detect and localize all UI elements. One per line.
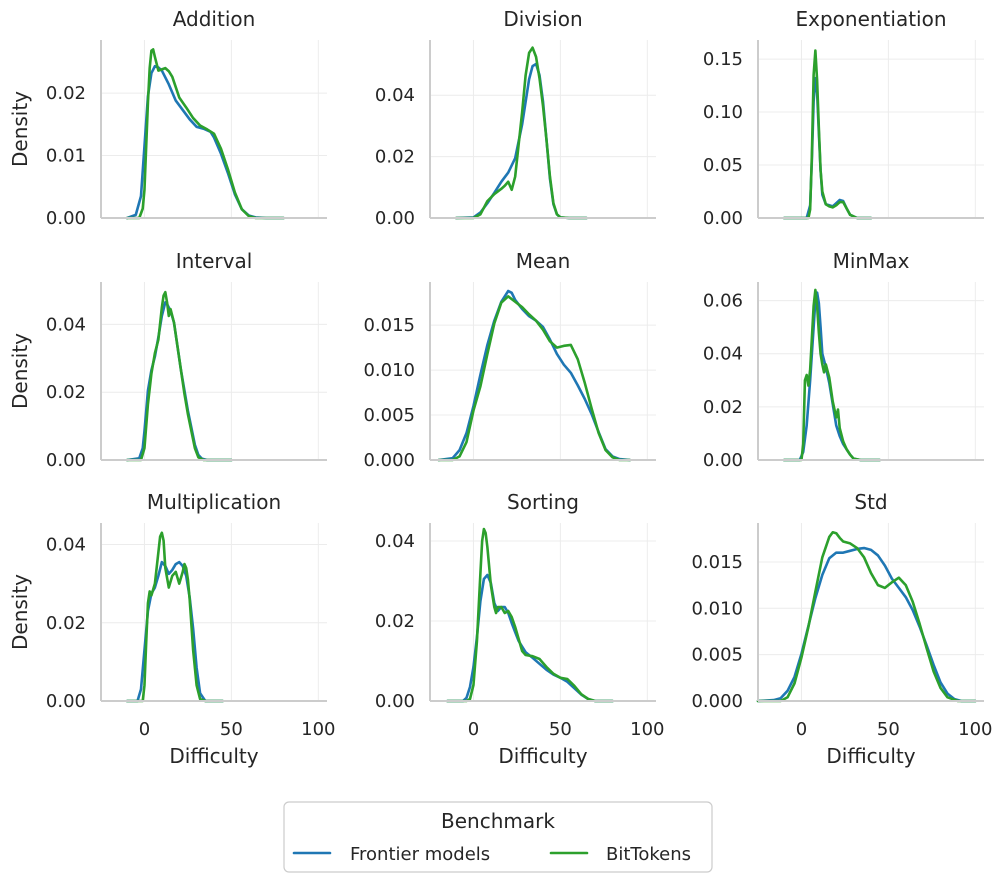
y-tick-label: 0.04 — [375, 531, 415, 552]
y-tick-label: 0.00 — [703, 450, 743, 471]
y-tick-label: 0.00 — [703, 208, 743, 229]
y-axis-label: Density — [8, 91, 32, 167]
panel-interval: Interval 0.00 0.02 0.04 Density — [8, 249, 327, 471]
series-bittokens — [437, 295, 632, 462]
panel-title: MinMax — [833, 249, 910, 273]
x-tick-label: 50 — [220, 719, 243, 740]
y-tick-label: 0.06 — [703, 291, 743, 312]
legend: Benchmark Frontier models BitTokens — [283, 801, 713, 873]
y-tick-label: 0.15 — [703, 49, 743, 70]
panel-grid: Addition0.000.010.02DensityDivision0.000… — [8, 7, 992, 768]
y-tick-label: 0.00 — [375, 691, 415, 712]
x-tick-label: 100 — [301, 719, 335, 740]
legend-label-frontier-models: Frontier models — [350, 844, 490, 865]
panel-addition: Addition 0.00 0.01 0.02 Density — [8, 7, 327, 229]
x-tick-label: 0 — [468, 719, 479, 740]
y-tick-label: 0.015 — [691, 552, 743, 573]
panel-title: Interval — [176, 249, 253, 273]
panel-title: Sorting — [507, 490, 579, 514]
x-axis-label: Difficulty — [498, 744, 587, 768]
panel-title: Addition — [173, 7, 256, 31]
series-bittokens — [454, 46, 588, 220]
legend-frame — [283, 801, 713, 873]
legend-label-bittokens: BitTokens — [606, 844, 691, 865]
y-tick-label: 0.02 — [46, 382, 86, 403]
series-bittokens — [125, 531, 224, 703]
series-bittokens — [125, 290, 233, 462]
y-axis-label: Density — [8, 574, 32, 650]
x-tick-label: 50 — [877, 719, 900, 740]
panel-minmax: MinMax 0.00 0.02 0.04 0.06 — [703, 249, 984, 471]
y-tick-label: 0.005 — [363, 405, 415, 426]
panel-division: Division 0.00 0.02 0.04 — [375, 7, 656, 229]
panel-std: Std 0.000 0.005 0.010 0.015 0 50 100 Difficulty — [691, 490, 992, 768]
x-tick-label: 100 — [630, 719, 664, 740]
y-axis-label: Density — [8, 333, 32, 409]
y-tick-label: 0.04 — [46, 314, 86, 335]
y-tick-label: 0.04 — [703, 344, 743, 365]
x-tick-label: 0 — [139, 719, 150, 740]
legend-title: Benchmark — [441, 809, 555, 833]
y-tick-label: 0.000 — [363, 450, 415, 471]
x-tick-label: 50 — [549, 719, 572, 740]
y-tick-label: 0.05 — [703, 155, 743, 176]
y-tick-label: 0.00 — [46, 208, 86, 229]
y-tick-label: 0.04 — [46, 535, 86, 556]
panel-title: Std — [854, 490, 887, 514]
panel-exponentiation: Exponentiation 0.00 0.05 0.10 0.15 — [703, 7, 984, 229]
panel-title: Mean — [516, 249, 571, 273]
panel-title: Multiplication — [147, 490, 281, 514]
y-tick-label: 0.02 — [703, 397, 743, 418]
panel-multiplication: Multiplication 0.00 0.02 0.04 0 50 100 Difficul… — [8, 490, 335, 768]
y-tick-label: 0.02 — [46, 613, 86, 634]
y-tick-label: 0.00 — [375, 208, 415, 229]
x-tick-label: 100 — [958, 719, 992, 740]
y-tick-label: 0.10 — [703, 102, 743, 123]
series-bittokens — [446, 527, 614, 703]
y-tick-label: 0.005 — [691, 645, 743, 666]
x-axis-label: Difficulty — [826, 744, 915, 768]
series-bittokens — [782, 288, 881, 462]
x-axis-label: Difficulty — [169, 744, 258, 768]
y-tick-label: 0.00 — [46, 691, 86, 712]
series-bittokens — [756, 530, 977, 703]
y-tick-label: 0.01 — [46, 146, 86, 167]
panel-sorting: Sorting 0.00 0.02 0.04 0 50 100 Difficulty — [375, 490, 665, 768]
y-tick-label: 0.02 — [375, 147, 415, 168]
y-tick-label: 0.010 — [363, 360, 415, 381]
y-tick-label: 0.015 — [363, 315, 415, 336]
y-tick-label: 0.02 — [375, 611, 415, 632]
series-bittokens — [782, 49, 873, 220]
panel-title: Exponentiation — [795, 7, 946, 31]
series-bittokens — [125, 48, 285, 220]
y-tick-label: 0.02 — [46, 83, 86, 104]
x-tick-label: 0 — [796, 719, 807, 740]
panel-title: Division — [503, 7, 582, 31]
panel-mean: Mean 0.000 0.005 0.010 0.015 — [363, 249, 656, 471]
y-tick-label: 0.000 — [691, 691, 743, 712]
y-tick-label: 0.04 — [375, 85, 415, 106]
y-tick-label: 0.010 — [691, 598, 743, 619]
y-tick-label: 0.00 — [46, 450, 86, 471]
